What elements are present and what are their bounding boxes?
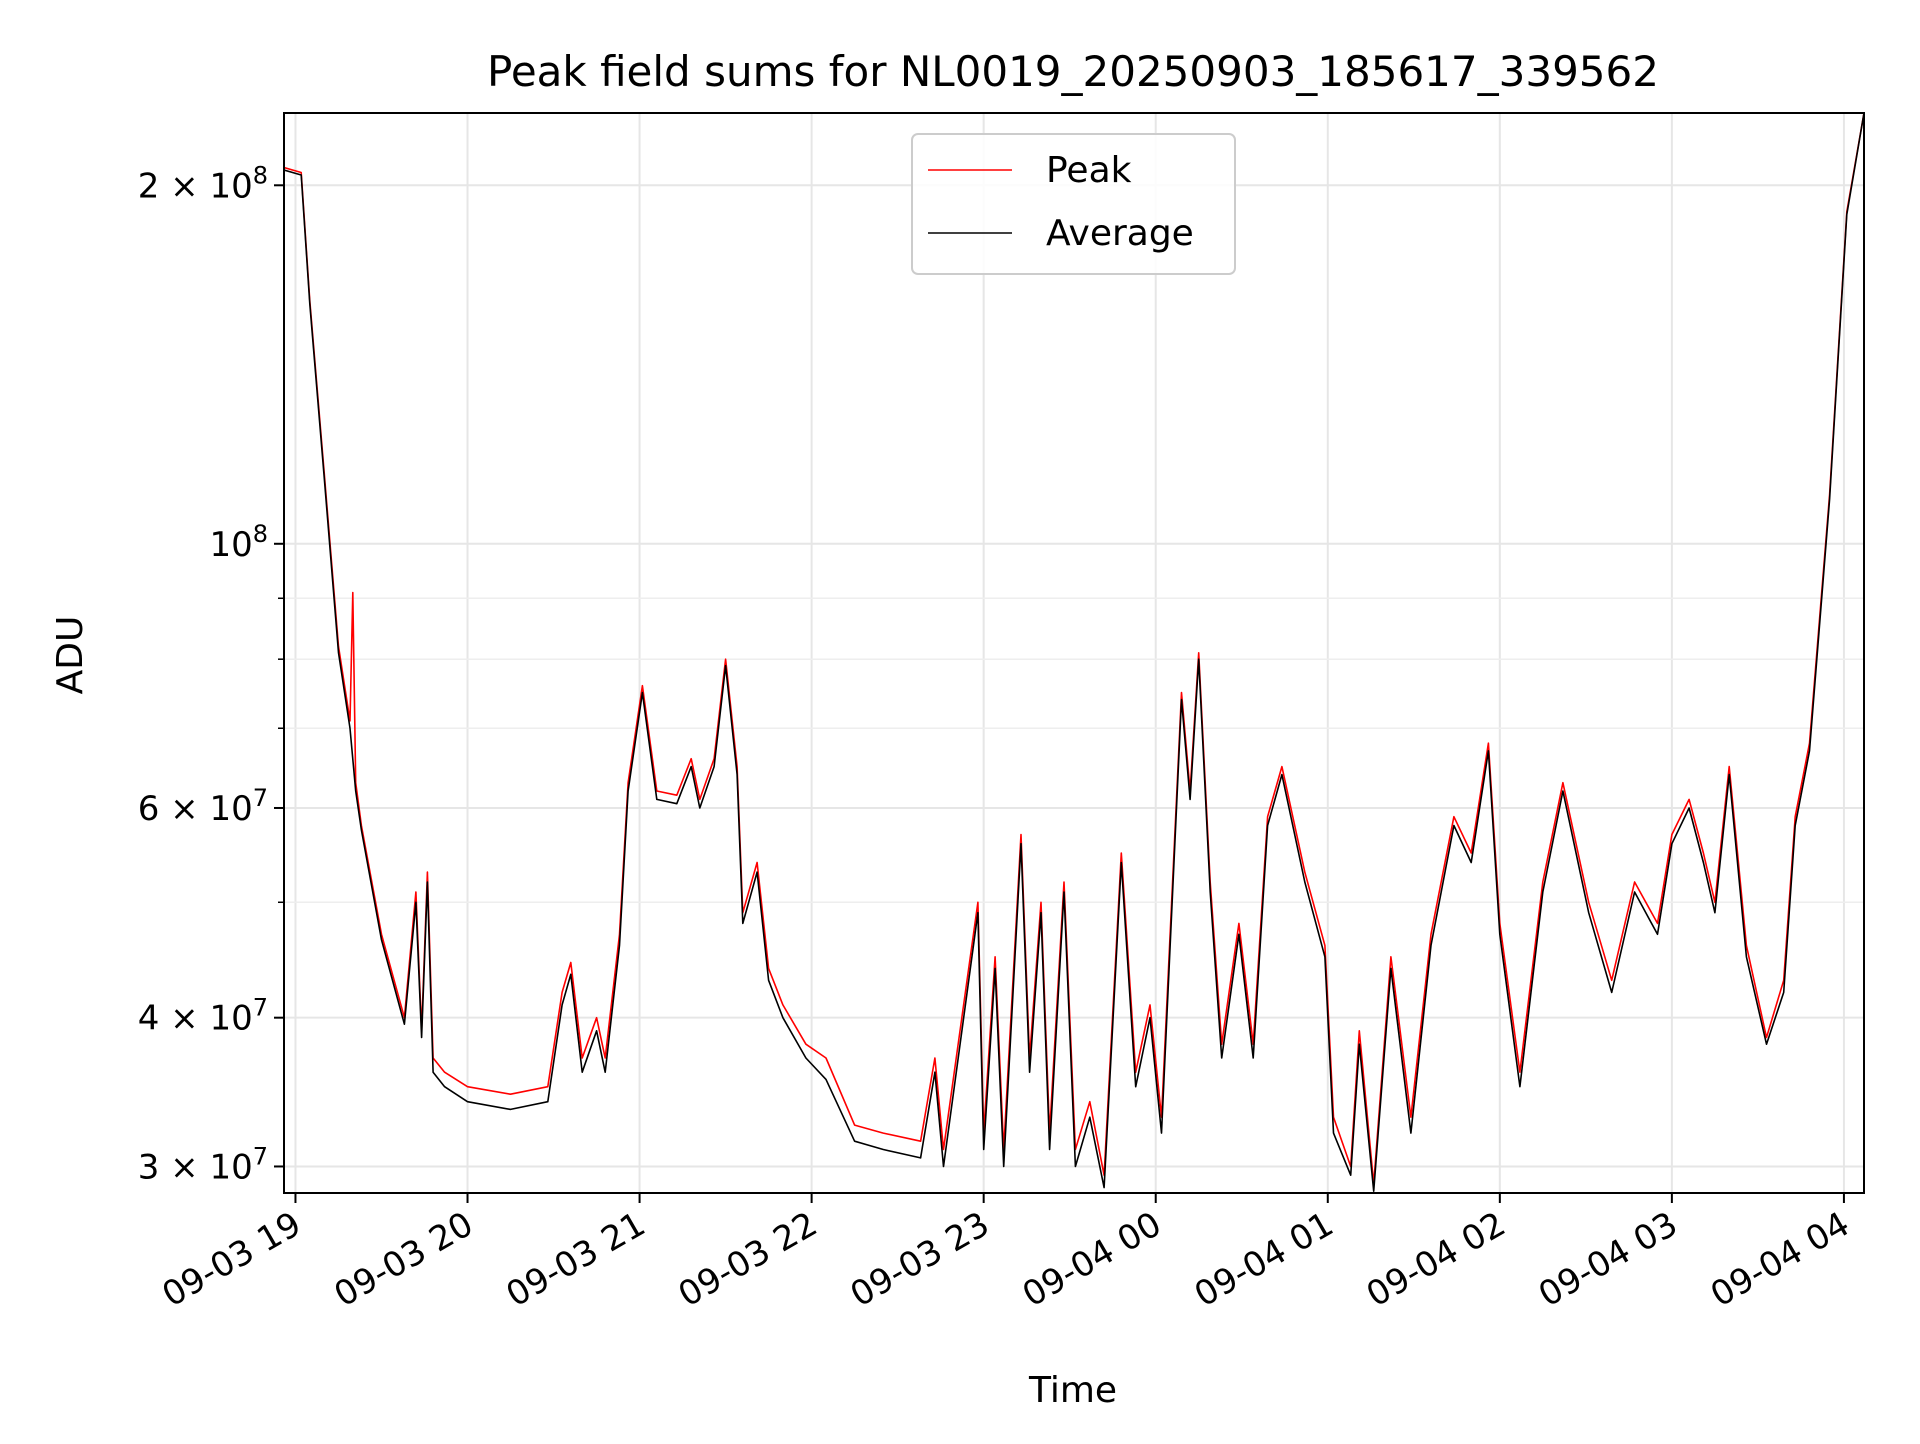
legend-box	[911, 133, 1236, 275]
x-tick-label: 09-04 04	[1704, 1204, 1856, 1315]
y-axis: 3 × 107 4 × 107 6 × 107 108 2 × 108	[138, 161, 284, 1187]
chart-title: Peak field sums for NL0019_20250903_1856…	[487, 47, 1659, 96]
x-tick-label: 09-03 20	[328, 1204, 480, 1315]
series-line-average	[284, 113, 1864, 1192]
x-tick-label: 09-03 19	[156, 1204, 308, 1315]
y-axis-label: ADU	[50, 616, 91, 695]
y-tick-label: 2 × 108	[138, 161, 268, 206]
y-tick-label: 108	[209, 520, 268, 565]
y-tick-label: 3 × 107	[138, 1142, 268, 1187]
series-lines	[284, 113, 1864, 1192]
x-tick-label: 09-04 02	[1360, 1204, 1512, 1315]
y-tick-label: 4 × 107	[138, 994, 268, 1039]
legend-label-average: Average	[1046, 213, 1194, 254]
x-tick-label: 09-03 23	[844, 1204, 996, 1315]
plot-frame	[283, 112, 1865, 1194]
x-tick-label: 09-04 01	[1188, 1204, 1340, 1315]
x-axis-label: Time	[1028, 1370, 1117, 1411]
y-tick-label: 6 × 107	[138, 784, 268, 829]
grid	[284, 113, 1864, 1193]
legend-label-peak: Peak	[1046, 150, 1132, 191]
x-tick-label: 09-04 00	[1016, 1204, 1168, 1315]
x-tick-label: 09-03 21	[500, 1204, 652, 1315]
x-axis: 09-03 19 09-03 20 09-03 21 09-03 22 09-03 23…	[156, 1193, 1856, 1315]
x-tick-label: 09-03 22	[672, 1204, 824, 1315]
legend: Peak Average	[911, 133, 1236, 275]
series-line-peak	[284, 113, 1864, 1185]
x-tick-label: 09-04 03	[1532, 1204, 1684, 1315]
